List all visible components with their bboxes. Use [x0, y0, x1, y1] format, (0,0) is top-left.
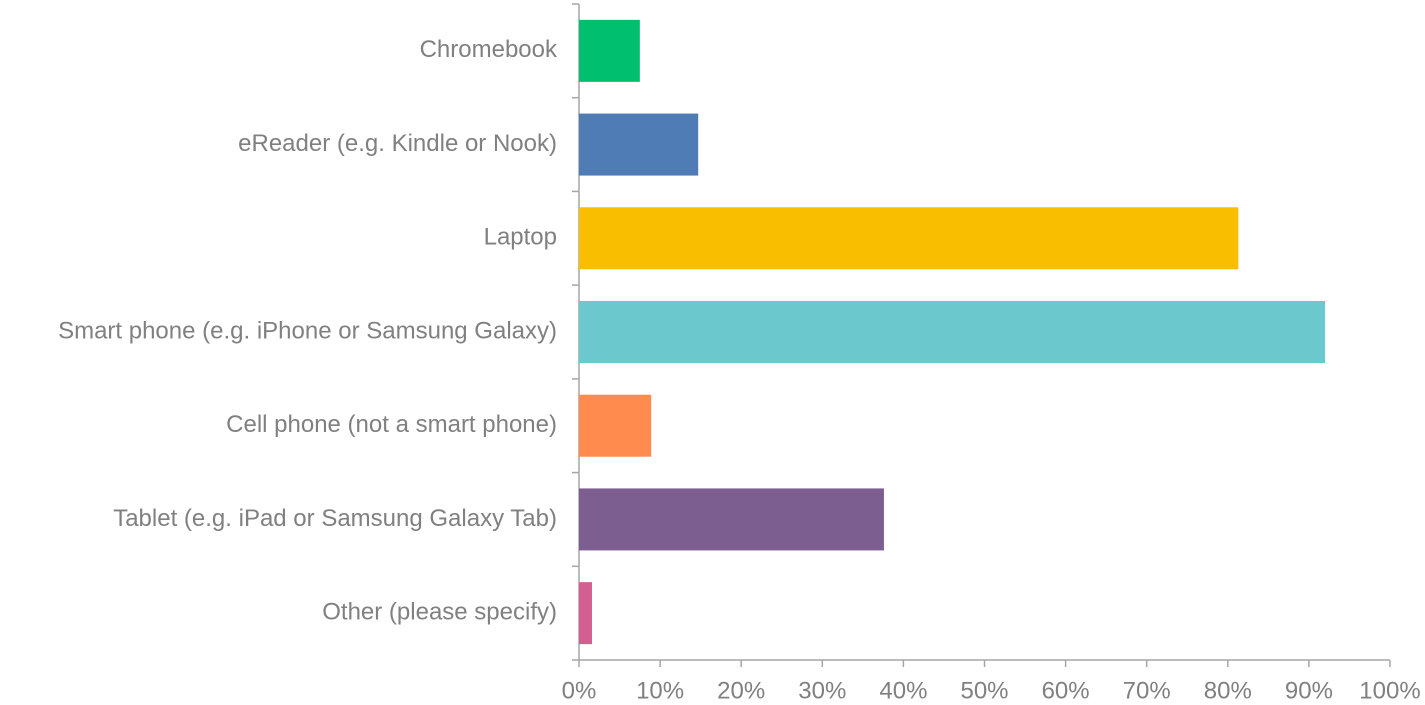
x-tick-label: 70%: [1123, 677, 1171, 704]
bar: [579, 488, 884, 551]
x-tick-label: 60%: [1042, 677, 1090, 704]
x-tick-label: 30%: [798, 677, 846, 704]
y-tick-label: Chromebook: [420, 36, 558, 63]
y-tick-label: Other (please specify): [322, 598, 557, 625]
x-tick-label: 40%: [879, 677, 927, 704]
y-tick-label: Cell phone (not a smart phone): [226, 411, 557, 438]
bar: [579, 394, 652, 457]
x-tick-label: 90%: [1285, 677, 1333, 704]
bar: [579, 19, 640, 82]
x-tick-label: 80%: [1204, 677, 1252, 704]
x-tick-label: 10%: [636, 677, 684, 704]
x-tick-label: 100%: [1359, 677, 1420, 704]
y-tick-label: Tablet (e.g. iPad or Samsung Galaxy Tab): [113, 505, 557, 532]
y-tick-label: eReader (e.g. Kindle or Nook): [238, 130, 557, 157]
y-tick-label: Laptop: [484, 224, 557, 251]
bar: [579, 301, 1326, 363]
bar: [579, 113, 699, 176]
x-tick-label: 20%: [717, 677, 765, 704]
x-tick-label: 50%: [960, 677, 1008, 704]
x-tick-label: 0%: [562, 677, 597, 704]
bar: [579, 207, 1239, 270]
y-tick-label: Smart phone (e.g. iPhone or Samsung Gala…: [58, 317, 557, 344]
bar: [579, 582, 592, 645]
